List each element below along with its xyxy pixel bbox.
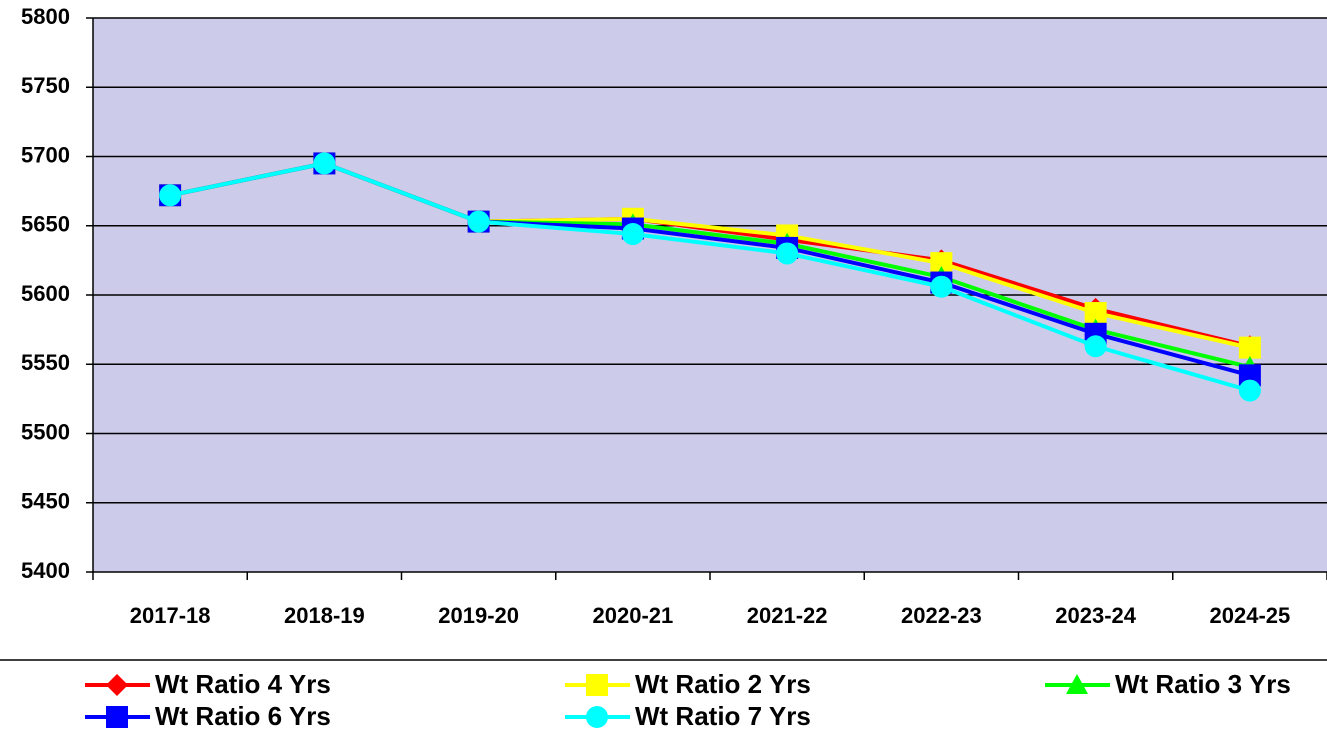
x-tick-label: 2023-24 — [1055, 603, 1137, 628]
y-tick-label: 5650 — [21, 212, 70, 237]
series-marker — [621, 223, 644, 246]
legend-marker — [586, 706, 608, 728]
series-marker — [1238, 364, 1261, 387]
y-tick-label: 5800 — [21, 4, 70, 29]
y-tick-label: 5600 — [21, 281, 70, 306]
series-line — [169, 161, 1251, 393]
series-marker — [1238, 379, 1261, 402]
y-tick-label: 5500 — [21, 419, 70, 444]
x-tick-label: 2019-20 — [438, 603, 519, 628]
series-marker — [467, 210, 490, 233]
series-marker — [1084, 302, 1107, 325]
legend-label: Wt Ratio 2 Yrs — [635, 669, 811, 699]
series-marker — [930, 252, 953, 275]
legend-marker — [106, 674, 128, 696]
x-tick-label: 2018-19 — [284, 603, 365, 628]
x-tick-label: 2021-22 — [747, 603, 828, 628]
y-tick-label: 5400 — [21, 558, 70, 583]
legend-marker — [586, 674, 608, 696]
series-marker — [1084, 335, 1107, 358]
series-marker — [930, 275, 953, 298]
series-marker — [159, 184, 182, 207]
legend-marker — [106, 706, 128, 728]
legend-label: Wt Ratio 3 Yrs — [1115, 669, 1291, 699]
legend-label: Wt Ratio 4 Yrs — [155, 669, 331, 699]
x-tick-label: 2020-21 — [593, 603, 674, 628]
y-tick-label: 5700 — [21, 142, 70, 167]
y-tick-label: 5450 — [21, 489, 70, 514]
series-marker — [1238, 336, 1261, 359]
x-tick-label: 2022-23 — [901, 603, 982, 628]
legend-label: Wt Ratio 6 Yrs — [155, 701, 331, 731]
series-marker — [313, 152, 336, 175]
x-tick-label: 2017-18 — [130, 603, 211, 628]
y-tick-label: 5550 — [21, 350, 70, 375]
x-tick-label: 2024-25 — [1210, 603, 1291, 628]
y-tick-label: 5750 — [21, 73, 70, 98]
legend-marker — [1066, 674, 1088, 694]
series-marker — [776, 242, 799, 265]
legend-label: Wt Ratio 7 Yrs — [635, 701, 811, 731]
